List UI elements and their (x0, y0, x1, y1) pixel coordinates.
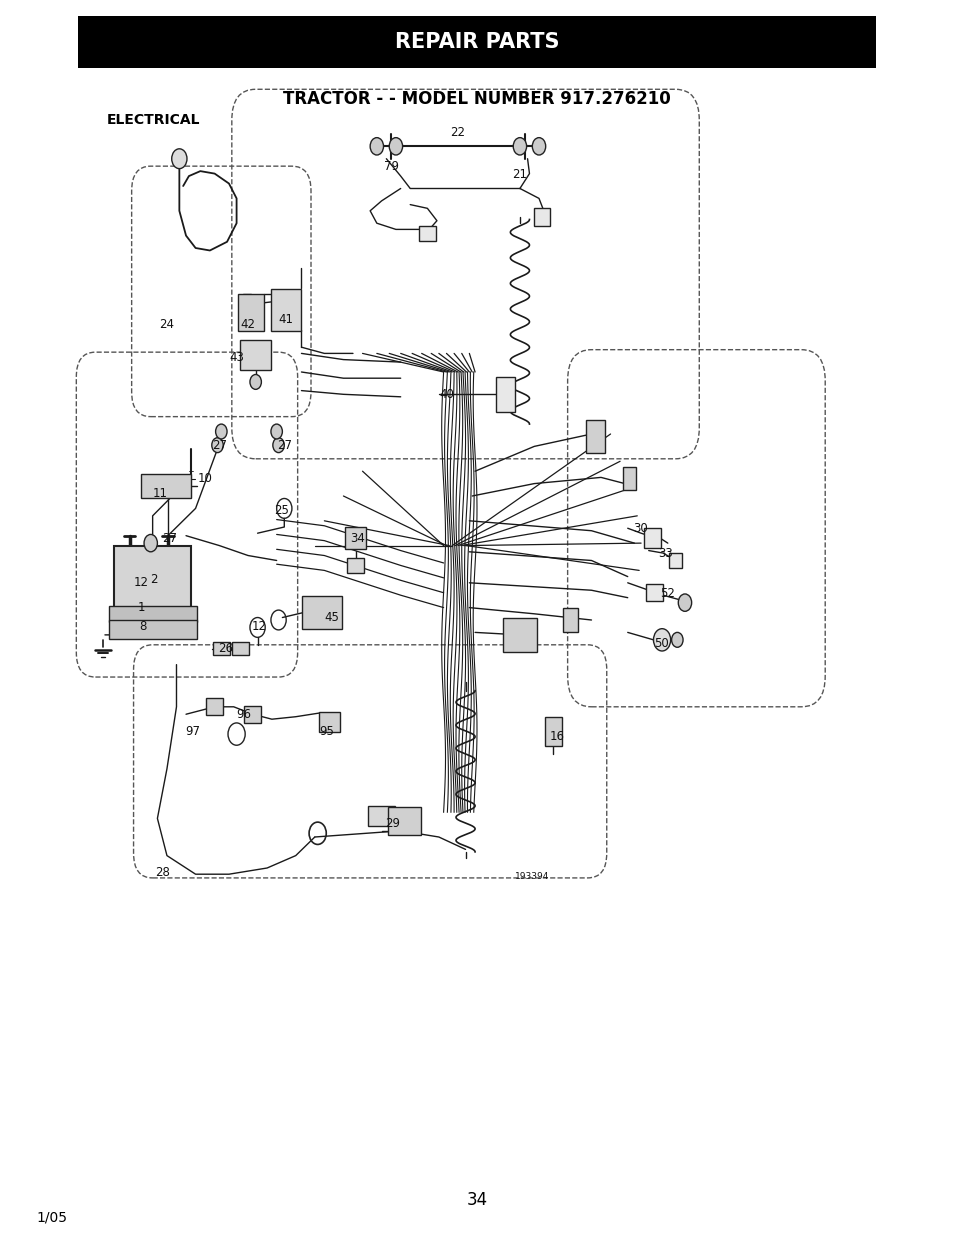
Bar (318, 712, 339, 732)
Text: 30: 30 (632, 522, 647, 534)
Text: 12: 12 (252, 620, 267, 632)
Bar (502, 618, 537, 652)
Circle shape (144, 534, 157, 552)
Text: REPAIR PARTS: REPAIR PARTS (395, 32, 558, 52)
Text: 45: 45 (324, 611, 339, 624)
Bar (544, 717, 561, 746)
Text: 41: 41 (278, 314, 294, 326)
Text: 12: 12 (133, 577, 149, 589)
Bar (562, 608, 578, 632)
Circle shape (653, 629, 670, 651)
Circle shape (370, 138, 383, 155)
Text: 21: 21 (512, 169, 527, 181)
Text: 28: 28 (154, 867, 170, 879)
Text: 34: 34 (350, 532, 365, 544)
Text: 50: 50 (653, 637, 668, 650)
Text: 193394: 193394 (515, 872, 549, 882)
Bar (302, 596, 342, 629)
Bar (141, 474, 191, 498)
Circle shape (271, 424, 282, 439)
Circle shape (250, 374, 261, 389)
Text: 2: 2 (150, 573, 157, 585)
Text: 11: 11 (152, 487, 168, 500)
Text: 97: 97 (185, 725, 200, 738)
Text: 27: 27 (212, 439, 227, 451)
Bar (585, 420, 604, 453)
Bar (388, 807, 420, 835)
Circle shape (671, 632, 682, 647)
Text: 1/05: 1/05 (36, 1210, 67, 1225)
Text: TRACTOR - - MODEL NUMBER 917.276210: TRACTOR - - MODEL NUMBER 917.276210 (283, 91, 670, 108)
Text: 33: 33 (658, 547, 673, 559)
Circle shape (215, 424, 227, 439)
Bar (534, 208, 549, 226)
Text: 25: 25 (274, 505, 289, 517)
Circle shape (532, 138, 545, 155)
Bar (109, 620, 196, 639)
Bar (368, 806, 395, 826)
Text: 22: 22 (450, 126, 465, 139)
Circle shape (678, 594, 691, 611)
Bar (206, 698, 223, 715)
Text: 26: 26 (218, 642, 233, 655)
Circle shape (513, 138, 526, 155)
Text: 52: 52 (659, 588, 675, 600)
Text: 96: 96 (235, 708, 251, 720)
Text: 16: 16 (549, 730, 564, 743)
Bar (244, 706, 261, 723)
Bar (418, 226, 436, 241)
Text: 27: 27 (276, 439, 292, 451)
Bar (347, 558, 364, 573)
Text: 40: 40 (438, 388, 454, 401)
Bar (271, 289, 301, 331)
Circle shape (389, 138, 402, 155)
Text: 95: 95 (318, 725, 334, 738)
Text: 34: 34 (466, 1192, 487, 1209)
Bar (213, 642, 230, 655)
Text: 8: 8 (139, 620, 147, 632)
Circle shape (172, 149, 187, 169)
Text: 29: 29 (385, 817, 400, 830)
Bar (622, 467, 636, 490)
Bar (668, 553, 681, 568)
Text: 27: 27 (162, 532, 177, 544)
Bar (232, 642, 249, 655)
Bar (643, 528, 660, 548)
Text: 10: 10 (197, 472, 213, 485)
Bar (237, 294, 264, 331)
Text: 42: 42 (240, 319, 255, 331)
Text: 79: 79 (383, 160, 398, 172)
Circle shape (212, 438, 223, 453)
Bar (345, 527, 366, 549)
Text: ELECTRICAL: ELECTRICAL (107, 113, 200, 128)
Bar (109, 606, 196, 622)
Bar (645, 584, 662, 601)
Text: 1: 1 (137, 601, 145, 614)
Bar (240, 340, 271, 370)
Circle shape (273, 438, 284, 453)
Text: 43: 43 (229, 351, 244, 363)
Bar (114, 546, 191, 610)
Text: 24: 24 (159, 319, 174, 331)
Bar (78, 16, 875, 68)
Bar (496, 377, 515, 412)
